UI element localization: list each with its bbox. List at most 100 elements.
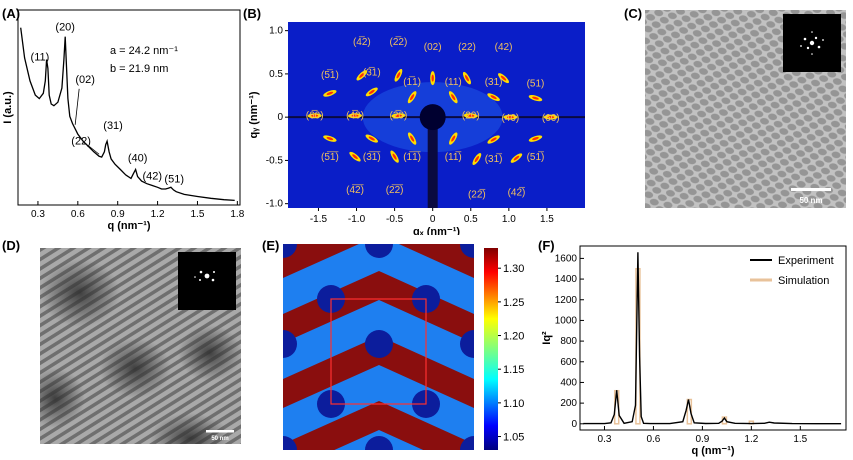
plot-frame-f (579, 245, 847, 431)
x-tick-label-f: 0.6 (646, 434, 660, 445)
reflection-spot-core (410, 135, 415, 142)
peak-arrow-22 (88, 145, 100, 155)
reflection-label: (5̅1̅) (321, 151, 339, 163)
y-tick-label-f: 600 (560, 357, 577, 368)
reflection-label: (3̅1) (363, 66, 381, 78)
x-tick-label-a: 0.6 (71, 209, 85, 220)
reflection-spot-core (547, 115, 555, 119)
colorbar-tick-label: 1.15 (503, 364, 524, 376)
beamstop-arm (427, 117, 438, 208)
x-tick-label-a: 0.9 (111, 209, 125, 220)
reflection-spot-core (474, 156, 480, 163)
reflection-spot-core (359, 72, 365, 78)
x-tick-label-f: 0.9 (695, 434, 709, 445)
reflection-spot-core (431, 74, 434, 82)
y-axis-label-f: Iq² (541, 331, 553, 345)
reflection-label: (4̅2) (353, 36, 371, 48)
unit-cell-box (330, 298, 427, 405)
peak-label-a: (31) (103, 120, 123, 132)
reflection-spot-core (513, 155, 520, 161)
y-axis-label-b: qᵧ (nm⁻¹) (248, 91, 260, 138)
tem-image-d: 50 nm (40, 248, 241, 444)
y-tick-label-f: 1400 (555, 274, 578, 285)
x-tick-label-a: 1.5 (191, 209, 205, 220)
reflection-spot-core (394, 114, 402, 117)
peak-label-a: (20) (55, 22, 75, 34)
reflection-label: (3̅1̅) (363, 151, 381, 163)
colorbar-tick-label: 1.30 (503, 263, 524, 275)
legend-label-experiment: Experiment (778, 255, 834, 267)
reflection-label: (31) (485, 77, 503, 88)
reflection-spot-core (451, 135, 456, 142)
reflection-spot-core (532, 96, 539, 100)
x-tick-label-a: 0.3 (31, 209, 45, 220)
y-tick-label-f: 400 (560, 377, 577, 388)
reflection-label: (4̅2̅) (346, 184, 364, 196)
panel-label-f: (F) (538, 238, 555, 253)
peak-label-a: (51) (164, 174, 184, 186)
tem-image-c-texture: 50 nm (645, 10, 846, 208)
colorbar-e: 1.30 1.25 1.20 1.15 1.10 1.05 (484, 248, 524, 450)
reflection-spot-core (368, 89, 375, 95)
x-tick-label-b: -1.5 (310, 214, 328, 225)
x-axis-label-f: q (nm⁻¹) (691, 445, 734, 457)
reflection-label: (6̅0) (306, 110, 324, 122)
reflection-label: (51) (527, 79, 545, 90)
x-tick-label-b: 0 (430, 214, 436, 225)
reflection-spot-core (451, 94, 456, 101)
peak-label-a: (22) (71, 135, 91, 147)
colorbar-gradient (484, 248, 498, 450)
reflection-label: (2̅2̅) (386, 184, 404, 196)
reflection-label: (20) (462, 111, 480, 122)
y-tick-label-f: 0 (571, 419, 577, 430)
reflection-spot-core (392, 153, 397, 160)
density-map-e (283, 244, 474, 450)
reflection-label: (11) (445, 77, 462, 88)
x-tick-label-f: 0.3 (598, 434, 612, 445)
x-tick-label-b: -1.0 (348, 214, 366, 225)
x-axis-label-a: q (nm⁻¹) (107, 220, 150, 232)
reflection-label: (42) (495, 42, 513, 53)
fft-inset-d (178, 252, 236, 310)
x-tick-label-b: 1.5 (540, 214, 554, 225)
reflection-label: (2̅0) (390, 110, 408, 122)
peak-label-a: (42) (142, 171, 162, 183)
reflection-spot-core (396, 72, 401, 79)
lattice-a-text: a = 24.2 nm⁻¹ (110, 45, 178, 57)
x-tick-label-a: 1.8 (230, 209, 244, 220)
x-tick-label-b: 1.0 (502, 214, 516, 225)
x-tick-label-b: 0.5 (464, 214, 478, 225)
reflection-label: (4̅0) (346, 110, 364, 122)
y-tick-label-b: -1.0 (266, 199, 284, 210)
y-tick-label-f: 1600 (555, 253, 578, 264)
x-tick-label-b: -0.5 (386, 214, 404, 225)
y-tick-label-f: 200 (560, 398, 577, 409)
reflection-spot-core (326, 136, 334, 141)
colorbar-tick-label: 1.10 (503, 398, 524, 410)
reflection-label: (11̅) (445, 151, 462, 163)
plot-frame-a (17, 9, 241, 206)
reflection-spot-core (352, 154, 358, 160)
peak-label-a: (40) (128, 153, 148, 165)
peak-arrow-02 (74, 88, 80, 125)
y-tick-label-b: -0.5 (266, 155, 284, 166)
y-tick-label-f: 1000 (555, 315, 578, 326)
reflection-label: (22) (458, 42, 476, 53)
reflection-label: (22̅) (468, 188, 486, 200)
panel-f-chart: 0.3 0.6 0.9 1.2 1.5 0 200 400 600 800 1000 1200 1400… (541, 245, 847, 457)
y-axis-label-a: I (a.u.) (2, 91, 14, 124)
y-tick-label-f: 800 (560, 336, 577, 347)
panel-label-d: (D) (2, 238, 21, 253)
reflection-label: (1̅1) (403, 76, 421, 88)
panel-label-c: (C) (624, 6, 643, 21)
reflection-label: (5̅1) (321, 69, 339, 81)
y-tick-label-b: 0 (277, 112, 283, 123)
reflection-spot-core (351, 114, 359, 117)
reflection-label: (2̅2) (390, 36, 408, 48)
reflection-label: (1̅1̅) (403, 151, 421, 163)
reflection-spot-core (467, 114, 475, 117)
reflection-spot-core (500, 75, 507, 81)
reflection-spot-core (490, 95, 497, 100)
reflection-label: (51̅) (527, 151, 545, 163)
reflection-label: (60) (542, 113, 560, 124)
